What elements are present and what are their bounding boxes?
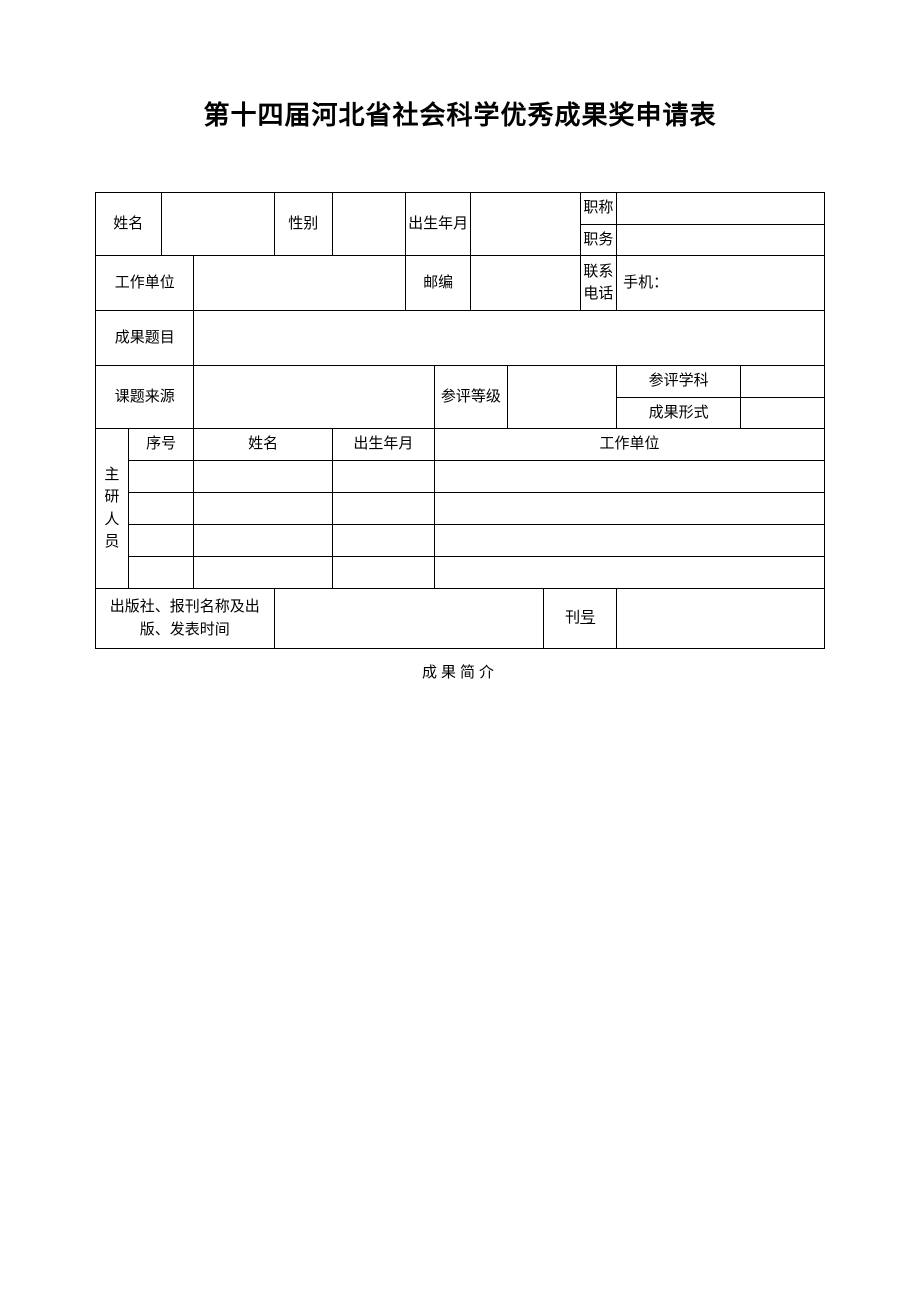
field-gender[interactable] bbox=[332, 193, 405, 256]
field-eval-subject[interactable] bbox=[741, 366, 825, 398]
label-result-title: 成果题目 bbox=[96, 311, 194, 366]
table-row[interactable] bbox=[194, 493, 333, 525]
application-form-table: 姓名 性别 出生年月 职称 职务 工作单位 邮编 联系电话 手机： 成果题目 bbox=[95, 192, 825, 649]
table-row[interactable] bbox=[128, 493, 194, 525]
field-work-unit[interactable] bbox=[194, 256, 405, 311]
table-row[interactable] bbox=[434, 525, 824, 557]
label-contact: 联系电话 bbox=[580, 256, 616, 311]
table-row[interactable] bbox=[332, 525, 434, 557]
table-row[interactable] bbox=[332, 493, 434, 525]
field-title-rank[interactable] bbox=[617, 193, 825, 225]
label-gender: 性别 bbox=[274, 193, 332, 256]
label-result-form: 成果形式 bbox=[617, 397, 741, 429]
label-summary: 成果简介 bbox=[95, 661, 825, 682]
field-eval-level[interactable] bbox=[507, 366, 616, 429]
label-researchers: 主研人员 bbox=[96, 429, 129, 589]
label-col-name: 姓名 bbox=[194, 429, 333, 461]
field-postcode[interactable] bbox=[471, 256, 580, 311]
label-seq: 序号 bbox=[128, 429, 194, 461]
label-issue: 刊号 bbox=[544, 589, 617, 649]
table-row[interactable] bbox=[194, 557, 333, 589]
label-eval-subject: 参评学科 bbox=[617, 366, 741, 398]
label-col-birth: 出生年月 bbox=[332, 429, 434, 461]
table-row[interactable] bbox=[434, 493, 824, 525]
field-issue[interactable] bbox=[617, 589, 825, 649]
table-row[interactable] bbox=[332, 461, 434, 493]
field-result-title[interactable] bbox=[194, 311, 825, 366]
table-row[interactable] bbox=[128, 557, 194, 589]
field-name[interactable] bbox=[161, 193, 274, 256]
field-result-form[interactable] bbox=[741, 397, 825, 429]
label-work-unit: 工作单位 bbox=[96, 256, 194, 311]
label-project-source: 课题来源 bbox=[96, 366, 194, 429]
table-row[interactable] bbox=[434, 557, 824, 589]
field-publisher[interactable] bbox=[274, 589, 544, 649]
table-row[interactable] bbox=[128, 461, 194, 493]
table-row[interactable] bbox=[434, 461, 824, 493]
table-row[interactable] bbox=[194, 525, 333, 557]
label-name: 姓名 bbox=[96, 193, 162, 256]
field-position[interactable] bbox=[617, 224, 825, 256]
label-position: 职务 bbox=[580, 224, 616, 256]
table-row[interactable] bbox=[128, 525, 194, 557]
field-contact[interactable]: 手机： bbox=[617, 256, 825, 311]
label-eval-level: 参评等级 bbox=[434, 366, 507, 429]
label-col-unit: 工作单位 bbox=[434, 429, 824, 461]
label-postcode: 邮编 bbox=[405, 256, 471, 311]
page-title: 第十四届河北省社会科学优秀成果奖申请表 bbox=[95, 95, 825, 132]
label-publisher: 出版社、报刊名称及出版、发表时间 bbox=[96, 589, 275, 649]
table-row[interactable] bbox=[332, 557, 434, 589]
table-row[interactable] bbox=[194, 461, 333, 493]
label-birth: 出生年月 bbox=[405, 193, 471, 256]
field-project-source[interactable] bbox=[194, 366, 435, 429]
label-title-rank: 职称 bbox=[580, 193, 616, 225]
field-birth[interactable] bbox=[471, 193, 580, 256]
